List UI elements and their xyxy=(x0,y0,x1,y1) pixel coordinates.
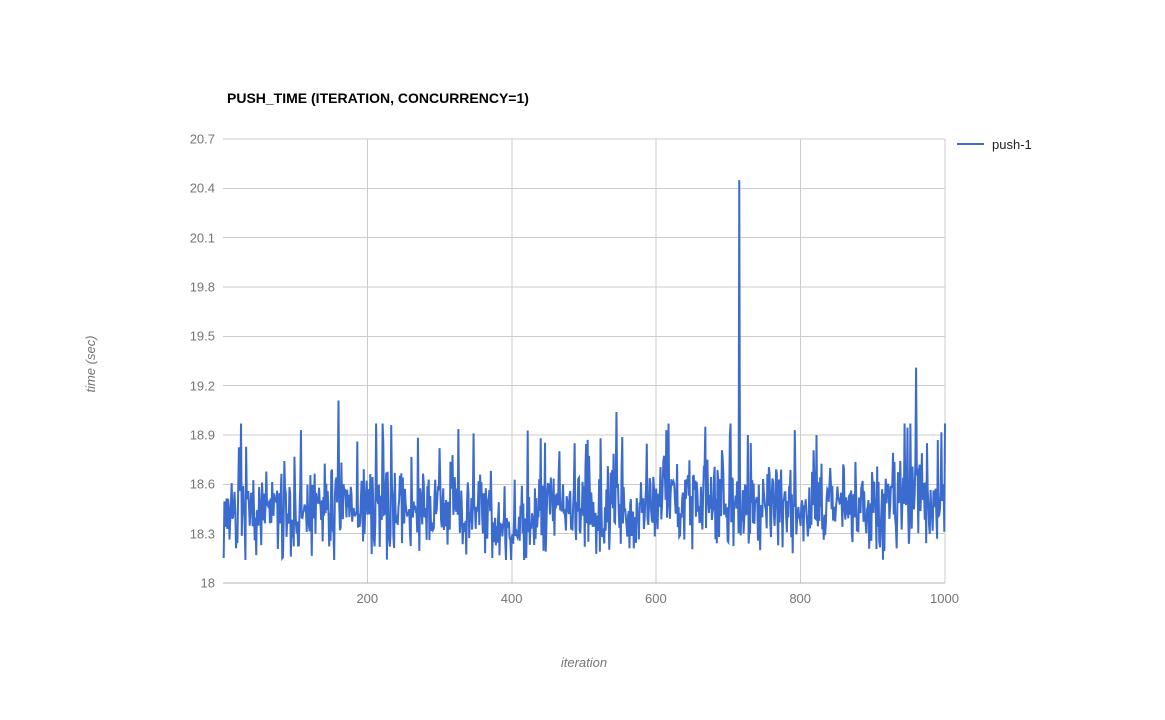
legend-line-swatch xyxy=(957,143,984,145)
y-tick-label: 20.4 xyxy=(189,180,215,196)
y-axis-title: time (sec) xyxy=(83,335,98,393)
x-tick-label: 600 xyxy=(645,591,667,606)
y-tick-label: 19.8 xyxy=(189,279,215,295)
x-tick-label: 800 xyxy=(789,591,812,606)
y-tick-label: 18.9 xyxy=(189,427,215,443)
y-tick-label: 18.3 xyxy=(189,526,215,542)
chart-title: PUSH_TIME (ITERATION, CONCURRENCY=1) xyxy=(227,90,529,106)
x-tick-label: 200 xyxy=(356,591,379,606)
legend-label: push-1 xyxy=(992,136,1032,152)
x-tick-label: 1000 xyxy=(930,591,959,606)
x-tick-label: 400 xyxy=(500,591,523,606)
y-tick-label: 19.5 xyxy=(189,328,215,344)
y-tick-label: 20.7 xyxy=(189,131,215,147)
y-tick-label: 18.6 xyxy=(189,476,215,492)
x-axis-title: iteration xyxy=(560,655,608,670)
legend: push-1 xyxy=(957,136,1032,152)
y-tick-label: 18 xyxy=(200,575,215,591)
series-line-push-1 xyxy=(222,180,947,562)
plot-area xyxy=(222,138,947,584)
y-tick-label: 19.2 xyxy=(189,378,215,394)
y-tick-label: 20.1 xyxy=(189,230,215,246)
